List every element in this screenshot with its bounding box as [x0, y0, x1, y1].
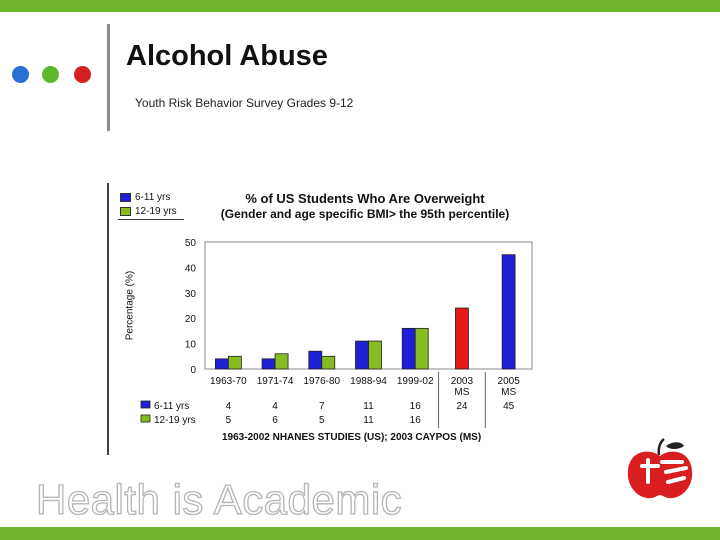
y-tick-label: 0 [190, 365, 196, 376]
legend-swatch-blue [120, 193, 131, 202]
y-tick-label: 20 [185, 314, 197, 325]
y-axis-label: Percentage (%) [124, 270, 136, 341]
bar [501, 254, 516, 370]
legend-top-6-11: 6-11 yrs [120, 192, 170, 203]
red-dot-icon [74, 66, 91, 83]
bar [368, 340, 382, 370]
legend-swatch-green [120, 207, 131, 216]
table-cell: 4 [226, 401, 232, 412]
y-tick-label: 40 [185, 263, 197, 274]
table-row-label: 12-19 yrs [154, 415, 196, 426]
x-tick-label: MS [501, 387, 516, 398]
bar [227, 355, 242, 370]
table-cell: 5 [226, 415, 232, 426]
table-cell: 11 [363, 415, 374, 426]
legend-underline [118, 219, 184, 220]
chart-title-block: % of US Students Who Are Overweight (Gen… [185, 191, 545, 221]
legend-label: 12-19 yrs [135, 206, 177, 217]
top-accent-bar [0, 0, 720, 12]
bar [261, 358, 276, 370]
plot-area [204, 241, 533, 370]
bar [355, 340, 369, 370]
x-tick-label: 1999-02 [397, 376, 434, 387]
slide-subtitle: Youth Risk Behavior Survey Grades 9-12 [135, 96, 354, 110]
chart-title: % of US Students Who Are Overweight [245, 191, 485, 206]
bar [414, 327, 429, 370]
x-tick-label: MS [454, 387, 469, 398]
bar [274, 353, 289, 370]
title-divider [107, 24, 110, 131]
apple-logo-icon [627, 438, 693, 499]
y-tick-label: 50 [185, 238, 197, 249]
legend-label: 6-11 yrs [135, 192, 171, 203]
table-legend-swatch [140, 400, 151, 409]
green-dot-icon [42, 66, 59, 83]
x-tick-label: 2005 [498, 376, 521, 387]
table-cell: 45 [503, 401, 515, 412]
table-cell: 16 [410, 415, 422, 426]
table-cell: 6 [272, 415, 278, 426]
y-tick-label: 10 [185, 340, 197, 351]
x-tick-label: 1971-74 [257, 376, 294, 387]
table-cell: 11 [363, 401, 374, 412]
table-row-label: 6-11 yrs [154, 401, 189, 412]
bottom-accent-bar [0, 527, 720, 540]
x-tick-label: 1976-80 [303, 376, 340, 387]
bar [214, 358, 229, 370]
table-legend-swatch [140, 414, 151, 423]
x-tick-label: 2003 [451, 376, 474, 387]
bar [401, 327, 416, 370]
brand-wordmark: Health is Academic [35, 475, 403, 523]
legend-top-12-19: 12-19 yrs [120, 206, 177, 217]
x-tick-label: 1963-70 [210, 376, 247, 387]
slide-title: Alcohol Abuse [126, 40, 328, 72]
table-cell: 5 [319, 415, 325, 426]
table-cell: 7 [319, 401, 325, 412]
bar [308, 350, 323, 370]
chart-subtitle: (Gender and age specific BMI> the 95th p… [220, 207, 510, 221]
bar [321, 355, 336, 370]
table-cell: 24 [456, 401, 468, 412]
blue-dot-icon [12, 66, 29, 83]
chart-source-note: 1963-2002 NHANES STUDIES (US); 2003 CAYP… [222, 432, 482, 443]
bar [455, 307, 469, 370]
y-tick-label: 30 [185, 289, 197, 300]
table-cell: 16 [410, 401, 422, 412]
x-tick-label: 1988-94 [350, 376, 387, 387]
chart-left-border [107, 183, 109, 455]
table-cell: 4 [272, 401, 278, 412]
